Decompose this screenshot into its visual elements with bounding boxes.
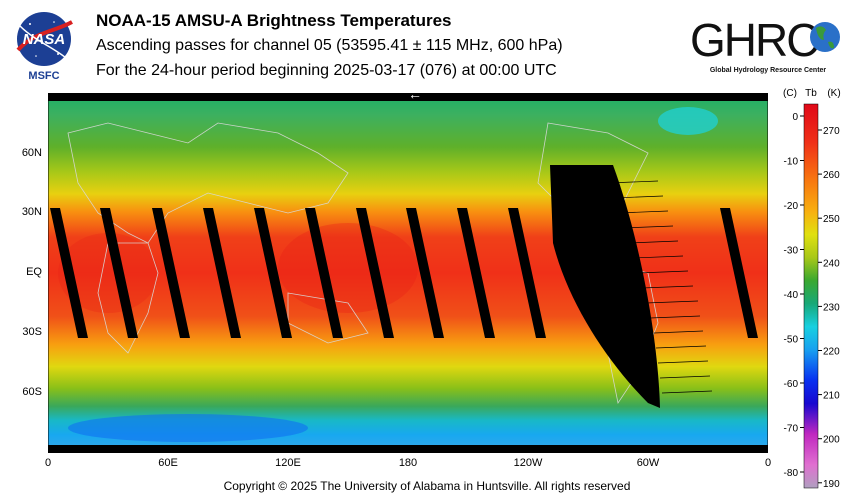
kelvin-tick-label: 220 (823, 347, 840, 358)
kelvin-tick-label: 250 (823, 214, 840, 225)
lon-tick-label: 0 (764, 457, 772, 469)
lon-tick-label: 0 (44, 457, 52, 469)
temperature-colorbar: (C) Tb (K) 0 -10 -20 -30 -40 -50 -60 -70 -80 270 2… (783, 88, 841, 490)
celsius-tick-label: 0 (792, 112, 798, 123)
kelvin-tick-label: 190 (823, 479, 840, 490)
nasa-logo-text: NASA (23, 31, 66, 48)
celsius-tick-label: -80 (784, 468, 799, 479)
lon-tick-label: 180 (398, 457, 418, 469)
page-title: NOAA-15 AMSU-A Brightness Temperatures (96, 11, 452, 30)
msfc-label: MSFC (28, 70, 59, 82)
celsius-tick-label: -10 (784, 157, 799, 168)
globe-icon (810, 22, 840, 52)
orbit-gaps (50, 165, 758, 408)
celsius-tick-label: -30 (784, 246, 799, 257)
lat-tick-label: 60S (22, 386, 42, 398)
period-subtitle: For the 24-hour period beginning 2025-03… (96, 62, 557, 79)
kelvin-tick-label: 200 (823, 435, 840, 446)
celsius-tick-label: -50 (784, 335, 799, 346)
lon-tick-label: 120E (275, 457, 301, 469)
brightness-temperature-map (48, 93, 768, 453)
scan-lines (607, 180, 713, 394)
lon-tick-label: 60E (158, 457, 178, 469)
lon-tick-label: 120W (513, 457, 543, 469)
kelvin-tick-label: 230 (823, 302, 840, 313)
orbit-direction-arrow: ← (408, 86, 422, 102)
celsius-tick-label: -60 (784, 379, 799, 390)
celsius-tick-label: -70 (784, 424, 799, 435)
lat-tick-label: 30S (22, 326, 42, 338)
celsius-header: (C) (783, 88, 797, 99)
kelvin-tick-label: 260 (823, 170, 840, 181)
ghrc-caption: Global Hydrology Resource Center (710, 67, 827, 74)
channel-subtitle: Ascending passes for channel 05 (53595.4… (96, 37, 563, 54)
ghrc-logo: GHRC Global Hydrology Resource Center (690, 14, 840, 74)
nasa-logo: NASA MSFC (16, 12, 73, 82)
tb-header: Tb (805, 88, 817, 99)
lat-tick-label: 30N (21, 206, 42, 218)
lat-tick-label: 60N (21, 147, 42, 159)
lon-tick-label: 60W (636, 457, 660, 469)
kelvin-tick-label: 240 (823, 258, 840, 269)
lat-tick-label: EQ (26, 266, 42, 278)
celsius-tick-label: -40 (784, 290, 799, 301)
kelvin-header: (K) (827, 88, 840, 99)
north-polar-gap (48, 93, 768, 101)
kelvin-tick-label: 210 (823, 391, 840, 402)
missing-data-region (550, 165, 660, 408)
celsius-tick-label: -20 (784, 201, 799, 212)
kelvin-tick-label: 270 (823, 126, 840, 137)
copyright-footer: Copyright © 2025 The University of Alaba… (223, 479, 631, 493)
south-polar-gap (48, 445, 768, 453)
ghrc-wordmark: GHRC (690, 14, 818, 66)
